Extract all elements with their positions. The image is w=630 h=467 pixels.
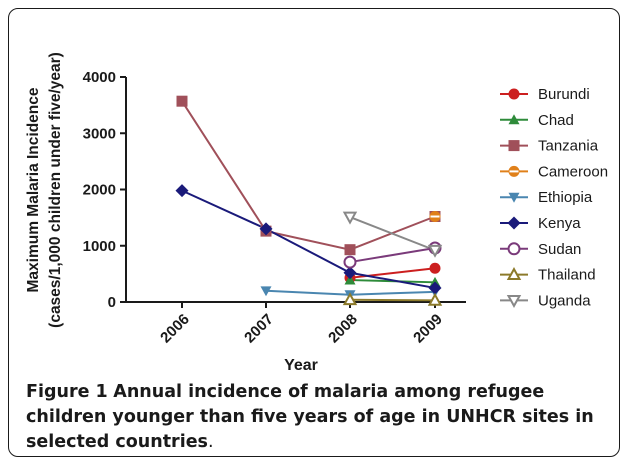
data-point-kenya [175,184,189,198]
legend-label: Burundi [538,86,590,103]
data-point-ethiopia [260,286,272,297]
legend-item-tanzania: Tanzania [500,138,599,155]
x-axis-label: Year [284,357,318,374]
malaria-incidence-chart: 0 1000 2000 3000 4000 2006 2007 2008 2009 Burun… [25,52,608,374]
data-point-uganda [342,211,358,225]
series-markers [175,95,443,306]
x-axis-ticks: 2006 2007 2008 2009 [157,302,446,346]
legend-label: Tanzania [538,138,599,155]
legend-label: Uganda [538,292,591,309]
legend-marker [508,88,520,100]
caption-label: Figure 1 [26,382,108,402]
legend-label: Chad [538,112,574,129]
x-tick-label: 2009 [410,311,446,347]
legend-label: Kenya [538,215,581,232]
legend-item-cameroon: Cameroon [500,163,608,180]
legend-item-sudan: Sudan [500,241,581,258]
data-point-chad [344,274,356,285]
legend-label: Ethiopia [538,189,593,206]
data-point-thailand [342,292,358,306]
legend-item-burundi: Burundi [500,86,590,103]
y-tick-label: 4000 [83,69,116,86]
data-point-kenya [259,222,273,236]
data-point-tanzania [344,244,356,256]
series-line-uganda [349,216,436,252]
legend-item-uganda: Uganda [500,292,591,309]
figure-caption: Figure 1 Annual incidence of malaria amo… [26,380,616,455]
chart-legend: Burundi Chad Tanzania Cameroon Ethiopia Kenya… [500,86,608,309]
y-tick-label: 0 [108,294,116,311]
legend-marker [508,140,520,152]
legend-marker [507,216,521,230]
y-axis-label-units: (cases/1,000 children under five/year) [47,52,64,328]
series-line-burundi [349,267,436,279]
figure-frame [8,8,620,457]
legend-label: Sudan [538,241,581,258]
data-point-uganda [427,244,443,258]
legend-label: Cameroon [538,163,608,180]
series-line-kenya [181,189,436,289]
series-lines [181,100,436,302]
data-point-burundi [429,262,441,274]
y-tick-label: 3000 [83,125,116,142]
y-axis-label: Maximum Malaria Incidence [25,87,42,292]
legend-item-chad: Chad [500,112,574,129]
legend-item-thailand: Thailand [500,267,596,284]
y-axis-ticks: 0 1000 2000 3000 4000 [83,69,126,311]
x-tick-label: 2007 [241,311,277,347]
series-line-thailand [349,298,436,302]
data-point-cameroon [429,211,441,222]
series-line-sudan [349,247,436,264]
legend-item-ethiopia: Ethiopia [500,189,593,206]
legend-item-kenya: Kenya [500,215,581,232]
data-point-kenya [428,281,442,295]
series-line-tanzania [181,100,436,251]
legend-marker [508,192,520,203]
caption-end: . [207,432,214,452]
x-tick-label: 2008 [325,311,361,347]
legend-marker [508,114,520,125]
legend-marker [506,295,522,308]
y-tick-label: 2000 [83,182,116,199]
legend-marker [507,242,521,256]
legend-marker [506,267,522,280]
caption-text: Annual incidence of malaria among refuge… [26,382,594,452]
data-point-sudan [343,255,357,269]
legend-marker [508,165,520,177]
legend-label: Thailand [538,267,596,284]
y-tick-label: 1000 [83,238,116,255]
data-point-kenya [343,266,357,280]
data-point-thailand [427,292,443,306]
x-tick-label: 2006 [157,311,193,347]
data-point-tanzania [176,95,188,107]
